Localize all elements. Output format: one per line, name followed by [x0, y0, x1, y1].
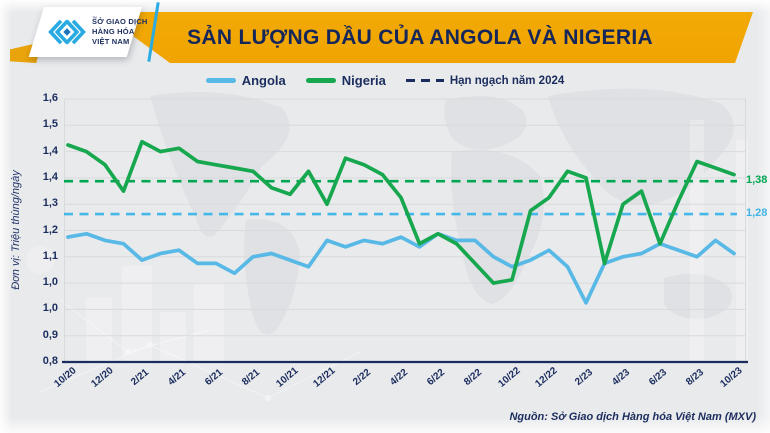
legend-item-nigeria: Nigeria [305, 73, 386, 88]
legend-item-quota: Hạn ngạch năm 2024 [405, 74, 565, 87]
quota-dashed-swatch [405, 78, 444, 83]
y-tick-label: 1,0 [42, 276, 58, 289]
source-attribution: Nguồn: Sở Giao dịch Hàng hóa Việt Nam (M… [509, 411, 756, 423]
y-tick-label: 1,2 [42, 223, 58, 236]
y-tick-label: 1,1 [42, 249, 58, 262]
y-tick-label: 1,6 [42, 92, 58, 104]
title-banner: SẢN LƯỢNG DẦU CỦA ANGOLA VÀ NIGERIA [100, 12, 753, 63]
nigeria-line-swatch [305, 78, 336, 83]
y-tick-label: 1,3 [42, 197, 58, 210]
series-line-angola [66, 231, 736, 305]
quota-label-nigeria: 1,38 [746, 174, 768, 187]
y-tick-label: 1,4 [42, 144, 58, 157]
legend-label-angola: Angola [241, 73, 286, 88]
y-tick-label: 1,4 [42, 170, 58, 183]
quota-label-angola: 1,28 [746, 207, 768, 220]
legend: Angola Nigeria Hạn ngạch năm 2024 [0, 73, 770, 88]
mxv-logo: SỞ GIAO DỊCH HÀNG HÓA VIỆT NAM ™ [44, 7, 147, 57]
y-tick-label: 1,0 [42, 302, 58, 315]
y-tick-label: 1,5 [42, 118, 58, 131]
y-tick-label: 0,9 [42, 328, 58, 341]
mxv-chevron-icon [48, 19, 86, 45]
y-axis-unit-label: Đơn vị: Triệu thùng/ngày [10, 170, 22, 290]
mxv-logo-card: SỞ GIAO DỊCH HÀNG HÓA VIỆT NAM ™ [28, 7, 147, 57]
series-line-nigeria [66, 139, 736, 285]
legend-item-angola: Angola [205, 73, 286, 88]
angola-line-swatch [205, 78, 236, 83]
y-tick-label: 0,8 [42, 355, 58, 367]
chart-title: SẢN LƯỢNG DẦU CỦA ANGOLA VÀ NIGERIA [187, 26, 653, 49]
legend-label-quota: Hạn ngạch năm 2024 [449, 74, 565, 87]
legend-label-nigeria: Nigeria [341, 73, 386, 88]
